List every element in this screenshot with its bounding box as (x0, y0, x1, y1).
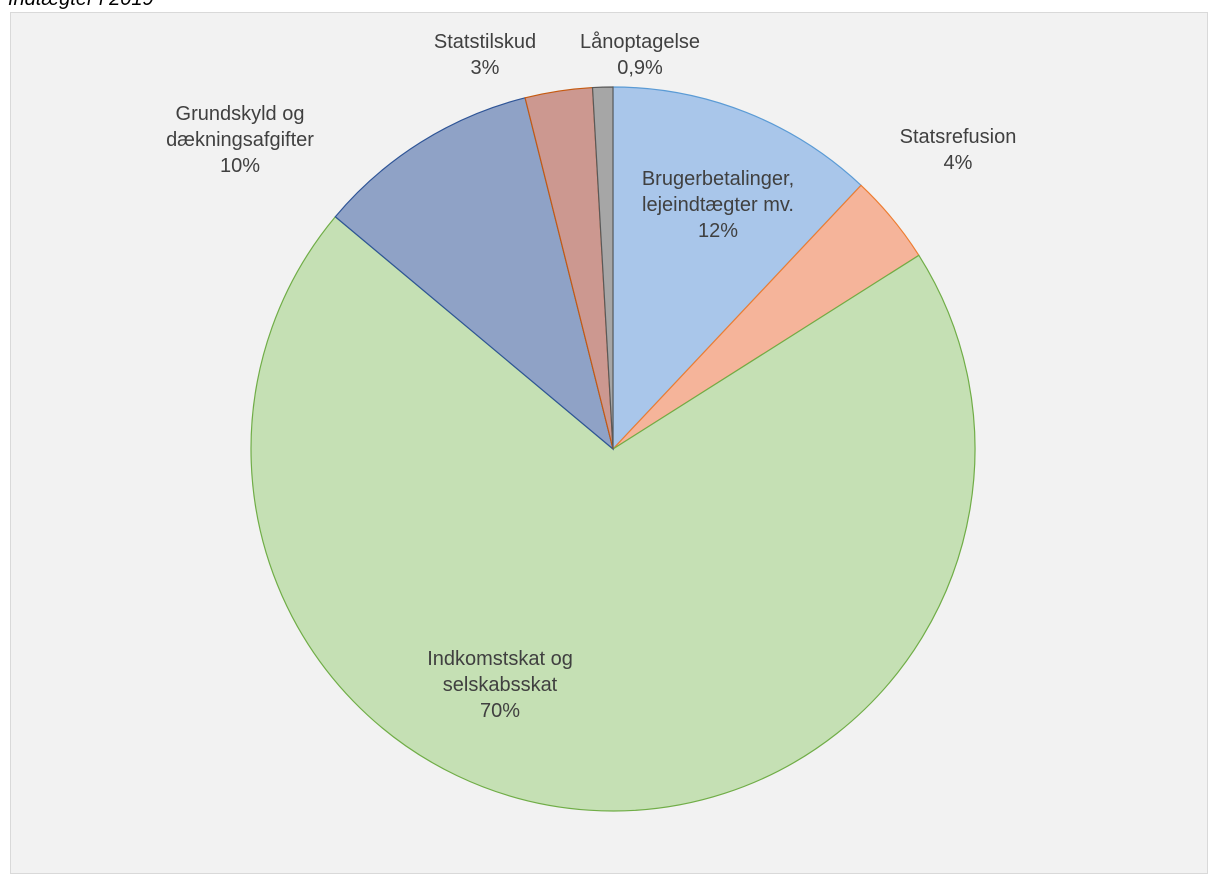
value-label: 4% (943, 152, 973, 174)
pie-slice (591, 86, 614, 450)
data-label: Grundskyld og dækningsafgifter 10% (150, 101, 330, 179)
value-label: 10% (219, 155, 261, 177)
pie-slice (612, 86, 862, 451)
data-label: Statsrefusion 4% (878, 124, 1038, 176)
category-label: Lånoptagelse (579, 31, 701, 53)
value-label: 70% (479, 700, 521, 722)
value-label: 12% (697, 220, 739, 242)
value-label: 3% (470, 57, 500, 79)
value-label: 0,9% (617, 57, 663, 79)
category-label: Indkomstskat og selskabsskat (427, 648, 573, 696)
category-label: Statstilskud (433, 31, 537, 53)
data-label: Brugerbetalinger, lejeindtægter mv. 12% (623, 166, 813, 244)
data-label: Lånoptagelse 0,9% (580, 29, 700, 81)
category-label: Grundskyld og dækningsafgifter (166, 103, 314, 151)
data-label: Statstilskud 3% (434, 29, 536, 81)
category-label: Brugerbetalinger, lejeindtægter mv. (641, 168, 795, 216)
data-label: Indkomstskat og selskabsskat 70% (415, 646, 585, 724)
pie-slice (250, 215, 976, 812)
chart-title: Indtægter i 2019 (8, 0, 154, 11)
category-label: Statsrefusion (899, 126, 1017, 148)
pie-slice (334, 97, 615, 451)
